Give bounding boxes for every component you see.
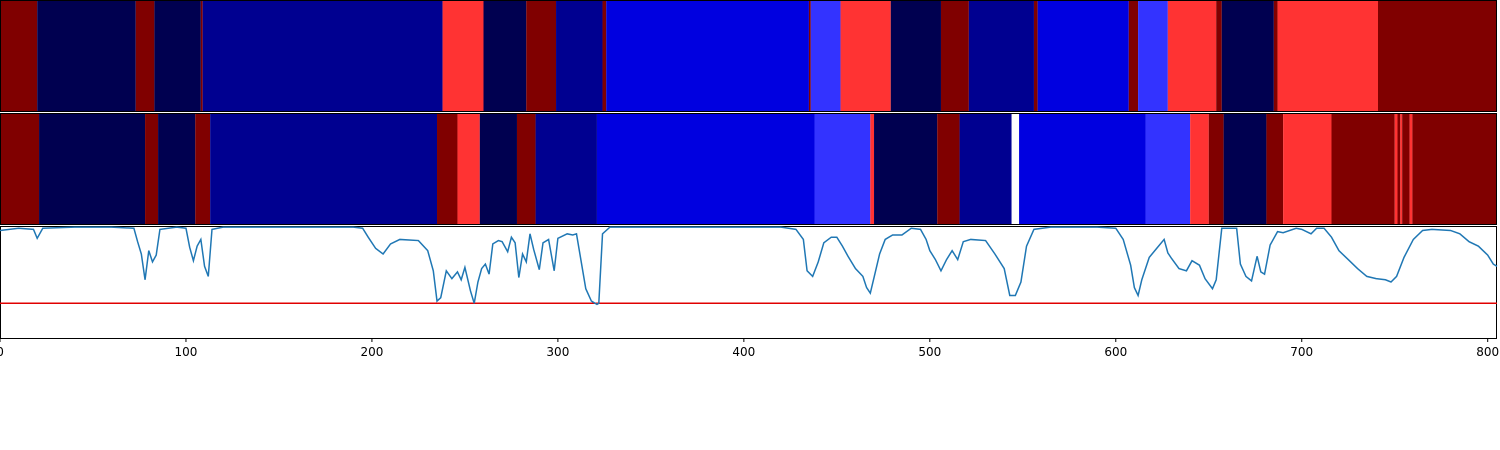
x-tick-label: 600 bbox=[1104, 345, 1127, 359]
segment bbox=[1331, 113, 1395, 225]
segment bbox=[195, 113, 211, 225]
segment bbox=[210, 113, 438, 225]
segment bbox=[874, 113, 938, 225]
data-line bbox=[0, 226, 1498, 306]
segment bbox=[437, 113, 458, 225]
segment bbox=[158, 113, 196, 225]
segment bbox=[596, 113, 815, 225]
x-tick-label: 500 bbox=[918, 345, 941, 359]
segment bbox=[535, 113, 597, 225]
x-tick-label: 700 bbox=[1290, 345, 1313, 359]
segment bbox=[1400, 113, 1403, 225]
segment bbox=[39, 113, 146, 225]
segment bbox=[1283, 113, 1332, 225]
segment bbox=[37, 0, 136, 112]
segment bbox=[1273, 0, 1278, 112]
segment bbox=[202, 0, 443, 112]
segment bbox=[1019, 113, 1146, 225]
segment bbox=[1208, 113, 1224, 225]
plot-frame bbox=[0, 226, 1497, 339]
segment bbox=[968, 0, 1034, 112]
segment bbox=[1223, 113, 1267, 225]
segment bbox=[1409, 113, 1413, 225]
segment bbox=[814, 113, 871, 225]
segment bbox=[516, 113, 536, 225]
x-tick-label: 200 bbox=[360, 345, 383, 359]
segment bbox=[1138, 0, 1168, 112]
segment bbox=[959, 113, 1012, 225]
segment bbox=[457, 113, 480, 225]
segment bbox=[1011, 113, 1020, 225]
segment bbox=[135, 0, 155, 112]
segment bbox=[0, 0, 38, 112]
segment bbox=[940, 0, 969, 112]
segment bbox=[1033, 0, 1038, 112]
x-tick-label: 100 bbox=[175, 345, 198, 359]
segment bbox=[145, 113, 159, 225]
segment bbox=[479, 113, 517, 225]
segment bbox=[808, 0, 811, 112]
segment bbox=[1377, 0, 1497, 112]
segment bbox=[840, 0, 891, 112]
segment bbox=[0, 113, 40, 225]
segment bbox=[1216, 0, 1222, 112]
segment bbox=[556, 0, 603, 112]
segment bbox=[1397, 113, 1401, 225]
x-tick-label: 0 bbox=[0, 345, 4, 359]
x-tick-label: 300 bbox=[546, 345, 569, 359]
segment bbox=[1221, 0, 1274, 112]
segment bbox=[1128, 0, 1139, 112]
row-frame bbox=[0, 0, 1497, 112]
segment bbox=[483, 0, 527, 112]
segment bbox=[526, 0, 557, 112]
segment bbox=[1266, 113, 1284, 225]
segment bbox=[1277, 0, 1378, 112]
segment bbox=[602, 0, 607, 112]
segment bbox=[890, 0, 941, 112]
segment bbox=[154, 0, 201, 112]
segment bbox=[1167, 0, 1217, 112]
segment bbox=[606, 0, 809, 112]
segment bbox=[870, 113, 875, 225]
segment bbox=[1412, 113, 1497, 225]
segment bbox=[1037, 0, 1129, 112]
segment bbox=[1402, 113, 1410, 225]
x-tick-label: 800 bbox=[1476, 345, 1499, 359]
segment bbox=[810, 0, 841, 112]
row-frame bbox=[0, 113, 1497, 225]
segment bbox=[937, 113, 960, 225]
segment bbox=[1190, 113, 1209, 225]
segment bbox=[1145, 113, 1191, 225]
segment bbox=[1394, 113, 1398, 225]
x-tick-label: 400 bbox=[732, 345, 755, 359]
segment bbox=[200, 0, 203, 112]
segment bbox=[442, 0, 484, 112]
